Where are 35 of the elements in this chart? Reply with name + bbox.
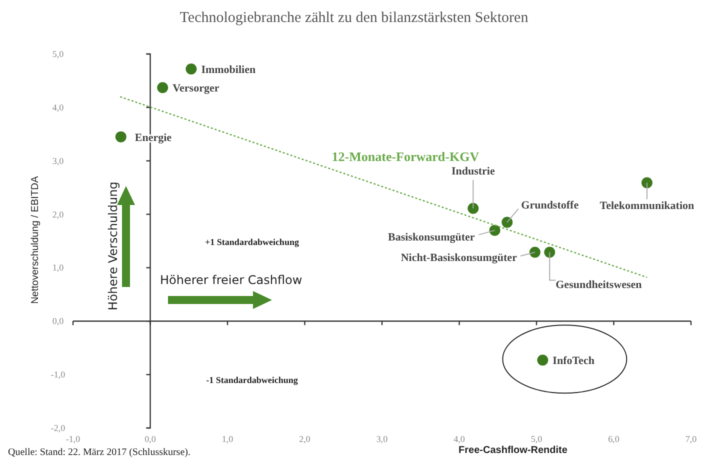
x-tick-label: 7,0: [685, 434, 698, 444]
x-tick-label: -1,0: [66, 434, 81, 444]
y-tick-label: 5,0: [52, 49, 64, 59]
y-axis-title: Nettoverschuldung / EBITDA: [30, 176, 41, 304]
y-tick-label: 4,0: [52, 102, 64, 112]
annotation: Grundstoffe: [521, 199, 579, 212]
y-tick-label: 1,0: [52, 262, 64, 273]
x-tick-label: 3,0: [376, 434, 388, 444]
x-tick-label: 6,0: [608, 434, 620, 444]
annotation: Basiskonsumgüter: [388, 231, 475, 244]
x-tick-label: 5,0: [530, 434, 543, 444]
y-tick-label: 3,0: [52, 156, 64, 166]
annotation: Höherer freier Cashflow: [160, 273, 302, 287]
annotation: InfoTech: [552, 355, 594, 368]
y-tick-label: -1,0: [50, 370, 66, 380]
y-tick-label: -2,0: [50, 423, 66, 433]
x-tick-label: 4,0: [454, 434, 466, 444]
annotation: Höhere Verschuldung: [106, 182, 120, 310]
annotation: +1 Standardabweichung: [205, 237, 300, 247]
annotation: Gesundheitswesen: [556, 279, 642, 292]
annotation: Industrie: [451, 165, 495, 178]
y-tick-label: 2,0: [52, 209, 64, 220]
x-tick-label: 0,0: [144, 434, 156, 444]
annotation: Nicht-Basiskonsumgüter: [400, 252, 518, 264]
series-label: 12-Monate-Forward-KGV: [332, 148, 480, 164]
chart-title: Technologiebranche zählt zu den bilanzstärksten Sektoren: [180, 10, 529, 26]
x-axis-title: Free-Cashflow-Rendite: [458, 445, 568, 456]
annotation: Telekommunikation: [600, 200, 694, 212]
source-note: Quelle: Stand: 22. März 2017 (Schlusskurse).: [8, 447, 190, 458]
annotation: -1 Standardabweichung: [206, 375, 298, 385]
annotation: Immobilien: [201, 64, 256, 76]
x-tick-label: 2,0: [299, 434, 311, 444]
annotation: Versorger: [172, 82, 220, 95]
x-tick-label: 1,0: [222, 434, 234, 444]
y-tick-label: 0,0: [52, 316, 64, 326]
